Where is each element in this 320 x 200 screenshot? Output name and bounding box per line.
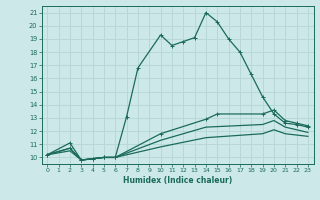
X-axis label: Humidex (Indice chaleur): Humidex (Indice chaleur) bbox=[123, 176, 232, 185]
